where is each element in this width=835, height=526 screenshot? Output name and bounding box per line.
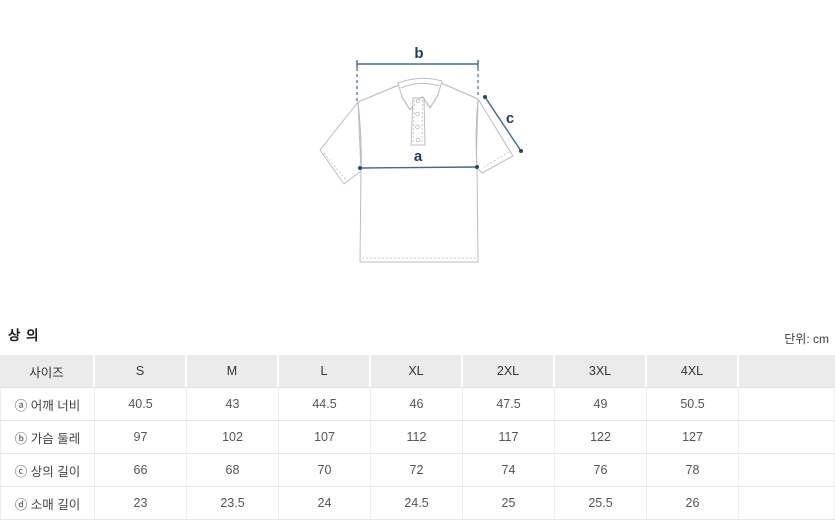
measurement-a: a xyxy=(358,148,479,170)
value-cell: 47.5 xyxy=(463,387,555,421)
size-table: 사이즈 S M L XL 2XL 3XL 4XL ⓐ 어깨 너비 40.5 43… xyxy=(0,355,835,520)
column-header-2xl: 2XL xyxy=(463,355,555,387)
table-row-sleeve-length: ⓓ 소매 길이 23 23.5 24 24.5 25 25.5 26 xyxy=(0,487,835,520)
value-cell: 24.5 xyxy=(371,487,463,520)
value-cell: 23.5 xyxy=(187,487,279,520)
section-title: 상 의 xyxy=(8,328,40,343)
value-cell: 74 xyxy=(463,454,555,487)
measurement-label-a: a xyxy=(414,148,423,165)
value-cell: 76 xyxy=(555,454,647,487)
value-cell: 78 xyxy=(647,454,739,487)
value-cell-empty xyxy=(739,487,835,520)
value-cell-empty xyxy=(739,387,835,421)
value-cell: 25 xyxy=(463,487,555,520)
value-cell: 107 xyxy=(279,421,371,454)
row-label-cell: ⓓ 소매 길이 xyxy=(0,487,95,520)
value-cell: 23 xyxy=(95,487,187,520)
value-cell: 40.5 xyxy=(95,387,187,421)
shirt-outline-graphic xyxy=(319,77,514,263)
table-row-top-length: ⓒ 상의 길이 66 68 70 72 74 76 78 xyxy=(0,454,835,487)
value-cell: 46 xyxy=(371,387,463,421)
value-cell: 26 xyxy=(647,487,739,520)
value-cell: 122 xyxy=(555,421,647,454)
column-header-m: M xyxy=(187,355,279,387)
value-cell: 43 xyxy=(187,387,279,421)
measurement-label-c: c xyxy=(506,110,514,127)
size-table-header-row: 사이즈 S M L XL 2XL 3XL 4XL xyxy=(0,355,835,387)
measurement-c: c xyxy=(483,95,523,153)
column-header-3xl: 3XL xyxy=(555,355,647,387)
table-row-shoulder-width: ⓐ 어깨 너비 40.5 43 44.5 46 47.5 49 50.5 xyxy=(0,387,835,421)
value-cell: 97 xyxy=(95,421,187,454)
row-label-cell: ⓑ 가슴 둘레 xyxy=(0,421,95,454)
value-cell-empty xyxy=(739,421,835,454)
value-cell: 127 xyxy=(647,421,739,454)
value-cell: 66 xyxy=(95,454,187,487)
value-cell: 24 xyxy=(279,487,371,520)
column-header-size: 사이즈 xyxy=(0,355,95,387)
value-cell: 49 xyxy=(555,387,647,421)
table-row-chest-circumference: ⓑ 가슴 둘레 97 102 107 112 117 122 127 xyxy=(0,421,835,454)
unit-label: 단위: cm xyxy=(784,332,829,346)
value-cell: 68 xyxy=(187,454,279,487)
value-cell: 44.5 xyxy=(279,387,371,421)
column-header-s: S xyxy=(95,355,187,387)
value-cell: 117 xyxy=(463,421,555,454)
measurement-label-b: b xyxy=(414,45,423,62)
value-cell-empty xyxy=(739,454,835,487)
column-header-4xl: 4XL xyxy=(647,355,739,387)
column-header-xl: XL xyxy=(371,355,463,387)
value-cell: 70 xyxy=(279,454,371,487)
value-cell: 50.5 xyxy=(647,387,739,421)
polo-shirt-diagram: b a c xyxy=(319,45,523,263)
column-header-l: L xyxy=(279,355,371,387)
measurement-b: b xyxy=(356,45,479,101)
value-cell: 102 xyxy=(187,421,279,454)
value-cell: 72 xyxy=(371,454,463,487)
value-cell: 25.5 xyxy=(555,487,647,520)
row-label-cell: ⓒ 상의 길이 xyxy=(0,454,95,487)
value-cell: 112 xyxy=(371,421,463,454)
column-header-empty xyxy=(739,355,835,387)
row-label-cell: ⓐ 어깨 너비 xyxy=(0,387,95,421)
